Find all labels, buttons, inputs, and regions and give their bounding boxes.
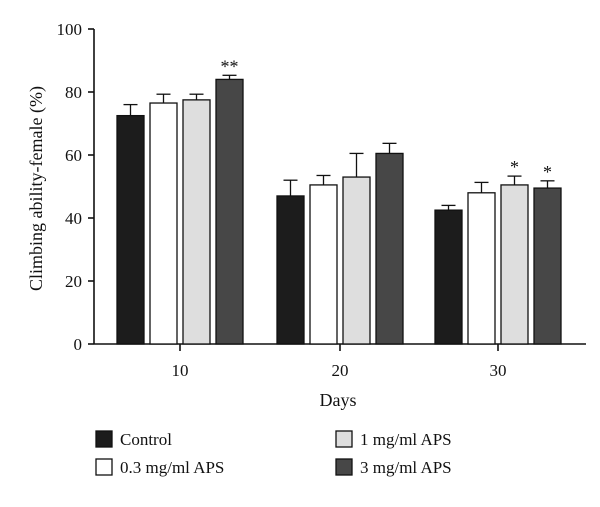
legend-swatch	[335, 430, 353, 448]
bar	[533, 187, 562, 345]
bar	[116, 114, 145, 345]
legend-label: 3 mg/ml APS	[360, 458, 452, 477]
bar	[309, 184, 338, 345]
legend-label: 0.3 mg/ml APS	[120, 458, 224, 477]
x-tick-label: 20	[332, 361, 349, 380]
bar	[149, 102, 178, 345]
significance-label: **	[221, 56, 239, 76]
y-tick-label: 40	[65, 209, 82, 228]
y-tick-label: 80	[65, 83, 82, 102]
labels: Climbing ability-female (%) Days	[26, 86, 357, 410]
x-tick-label: 10	[172, 361, 189, 380]
significance-label: *	[510, 157, 519, 177]
bar	[434, 209, 463, 345]
legend: Control 0.3 mg/ml APS 1 mg/ml APS 3 mg/ml A…	[95, 430, 452, 477]
significance-label: *	[543, 162, 552, 182]
x-axis-title: Days	[320, 390, 357, 410]
y-tick-label: 100	[57, 20, 83, 39]
bar	[342, 176, 371, 345]
y-tick-label: 60	[65, 146, 82, 165]
bar	[375, 152, 404, 345]
bar	[215, 78, 244, 345]
x-tick-label: 30	[490, 361, 507, 380]
legend-swatch	[95, 430, 113, 448]
legend-label: Control	[120, 430, 172, 449]
legend-label: 1 mg/ml APS	[360, 430, 452, 449]
y-axis-title: Climbing ability-female (%)	[26, 86, 47, 291]
y-tick-label: 0	[74, 335, 83, 354]
bar	[467, 192, 496, 345]
legend-swatch	[95, 458, 113, 476]
bar	[500, 184, 529, 345]
bar	[182, 99, 211, 345]
bars: *** *	[116, 56, 562, 345]
bar	[276, 195, 305, 345]
y-tick-label: 20	[65, 272, 82, 291]
axes: 0 20 40 60 80 100 10 20 30	[57, 20, 586, 380]
legend-swatch	[335, 458, 353, 476]
